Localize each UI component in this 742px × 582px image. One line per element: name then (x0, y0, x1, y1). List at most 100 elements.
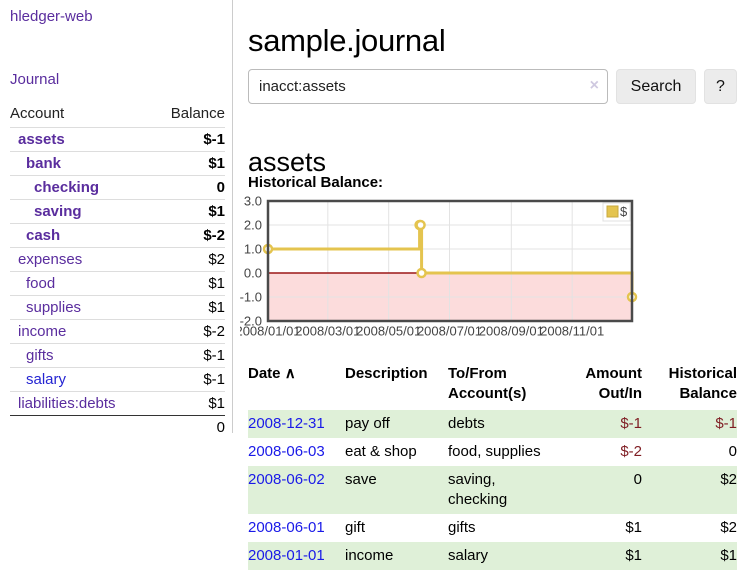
txn-date-cell: 2008-06-02 (248, 466, 345, 514)
txn-amount: $1 (570, 542, 642, 570)
historical-balance-chart: 3.0 2.0 1.0 0.0 -1.0 -2.02008/01/012008/03/01… (240, 196, 638, 339)
txn-description: eat & shop (345, 443, 417, 460)
account-link-salary[interactable]: salary (26, 371, 67, 388)
account-link-cash[interactable]: cash (26, 227, 61, 244)
plot-border (266, 199, 634, 323)
account-link-checking[interactable]: checking (34, 179, 100, 196)
txn-date-link[interactable]: 2008-06-02 (248, 471, 325, 488)
account-row: gifts $-1 (10, 343, 225, 368)
chart-heading: Historical Balance: (248, 174, 384, 191)
account-row: expenses $2 (10, 247, 225, 272)
account-link-income[interactable]: income (18, 323, 67, 340)
search-button[interactable]: Search (616, 69, 696, 104)
accounts-total-value: 0 (152, 415, 225, 439)
txn-amount: $-2 (620, 443, 642, 460)
y-tick-label: 1.0 (244, 242, 262, 257)
txn-accounts: food, supplies (448, 443, 541, 460)
account-balance: 0 (152, 175, 225, 200)
y-tick-label: -1.0 (240, 290, 262, 305)
txn-description: income (345, 542, 448, 570)
main-panel: sample.journal × Search ? assets Histori… (240, 0, 737, 582)
txn-date-cell: 2008-12-31 (248, 410, 345, 438)
txn-accounts: debts (448, 410, 570, 438)
legend-label: $ (620, 204, 628, 219)
y-tick-label: 0.0 (244, 266, 262, 281)
transaction-row: 2008-06-01 gift gifts $1 $2 (248, 514, 737, 542)
txn-date-link[interactable]: 2008-12-31 (248, 415, 325, 432)
account-link-saving[interactable]: saving (34, 203, 82, 220)
account-name-cell: gifts (10, 343, 153, 368)
account-balance: $1 (152, 295, 225, 320)
txn-date-link[interactable]: 2008-06-03 (248, 443, 325, 460)
txn-historical-balance: $2 (720, 519, 737, 536)
x-tick-label: 2008/11/01 (540, 324, 604, 339)
txn-header-date[interactable]: Date ∧ (248, 365, 296, 382)
x-tick-label: 2008/07/01 (417, 324, 482, 339)
search-box: × (248, 69, 608, 104)
page-title: sample.journal (248, 22, 446, 58)
txn-historical-balance: $-1 (642, 410, 737, 438)
account-name-cell: cash (10, 223, 153, 248)
account-row: food $1 (10, 271, 225, 296)
account-balance: $-2 (152, 223, 225, 248)
account-name-cell: saving (10, 199, 153, 224)
account-link-food[interactable]: food (26, 275, 56, 292)
x-tick-label: 2008/01/01 (240, 324, 301, 339)
account-balance: $-1 (152, 127, 225, 152)
x-tick-label: 2008/05/01 (356, 324, 421, 339)
search-input[interactable] (248, 69, 608, 104)
account-link-expenses[interactable]: expenses (18, 251, 83, 268)
app-title: hledger-web (10, 8, 224, 26)
clear-search-icon[interactable]: × (589, 77, 599, 94)
txn-date-link[interactable]: 2008-01-01 (248, 547, 325, 564)
account-balance: $1 (152, 199, 225, 224)
accounts-header-row: Account Balance (10, 102, 225, 128)
sort-ascending-icon[interactable]: ∧ (284, 365, 296, 382)
account-name-cell: food (10, 271, 153, 296)
account-balance: $-1 (152, 343, 225, 368)
txn-amount: $-1 (570, 410, 642, 438)
account-row: assets $-1 (10, 127, 225, 152)
x-tick-label: 2008/03/01 (295, 324, 360, 339)
account-row: cash $-2 (10, 223, 225, 248)
search-bar: × Search ? (248, 69, 737, 104)
sidebar-nav: Journal (10, 71, 59, 89)
account-balance: $1 (152, 391, 225, 416)
account-row: salary $-1 (10, 367, 225, 392)
account-name-cell: assets (10, 127, 153, 152)
transaction-row: 2008-06-03 eat & shop food, supplies $-2 0 (248, 438, 737, 466)
txn-header-amount: Amount Out/In (585, 365, 642, 402)
account-link-liabilities-debts[interactable]: liabilities:debts (18, 395, 116, 412)
accounts-balance-table: Account Balance assets $-1 bank $1 checking 0… (10, 102, 225, 439)
account-link-assets[interactable]: assets (18, 131, 65, 148)
legend-swatch (606, 205, 619, 218)
transactions-header-row: Date ∧ Description To/From Account(s) Amount… (248, 362, 737, 410)
txn-header-tofrom: To/From Account(s) (448, 365, 527, 402)
account-row: checking 0 (10, 175, 225, 200)
y-tick-label: 3.0 (244, 196, 262, 209)
sidebar-item-journal[interactable]: Journal (10, 71, 60, 88)
account-row: supplies $1 (10, 295, 225, 320)
data-point-marker (416, 267, 427, 279)
y-tick-label: 2.0 (244, 218, 262, 233)
account-name-cell: salary (10, 367, 153, 392)
accounts-header-balance: Balance (170, 105, 225, 122)
account-link-bank[interactable]: bank (26, 155, 62, 172)
help-button[interactable]: ? (704, 69, 737, 104)
txn-date-cell: 2008-06-03 (248, 438, 345, 466)
txn-description: save (345, 466, 448, 514)
account-link-gifts[interactable]: gifts (26, 347, 54, 364)
txn-description: gift (345, 519, 366, 536)
accounts-total-row: 0 (10, 415, 225, 439)
account-link-supplies[interactable]: supplies (26, 299, 82, 316)
account-balance: $2 (152, 247, 225, 272)
account-name-cell: checking (10, 175, 153, 200)
app-title-link[interactable]: hledger-web (10, 8, 93, 25)
account-balance: $1 (152, 271, 225, 296)
txn-date-link[interactable]: 2008-06-01 (248, 519, 325, 536)
account-row: saving $1 (10, 199, 225, 224)
account-balance: $-1 (152, 367, 225, 392)
transaction-row: 2008-12-31 pay off debts $-1 $-1 (248, 410, 737, 438)
accounts-header-account: Account (10, 105, 65, 122)
transaction-row: 2008-06-02 save saving, checking 0 $2 (248, 466, 737, 514)
